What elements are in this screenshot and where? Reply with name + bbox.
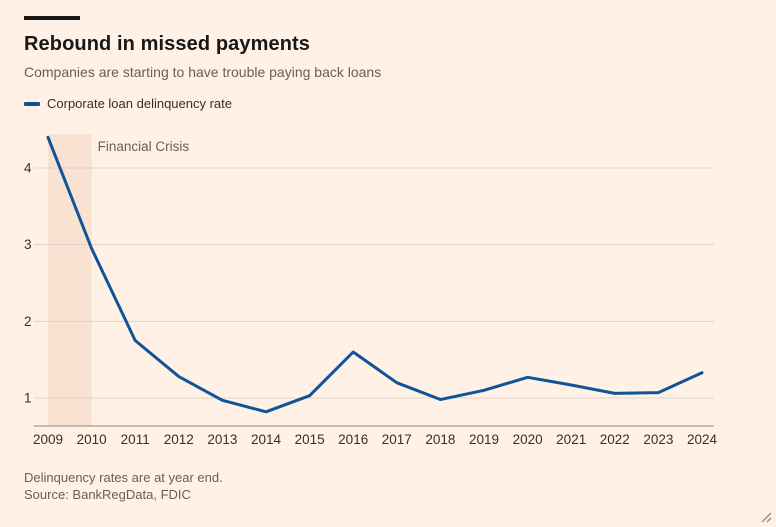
chart-area: Financial Crisis 1 2 3 4 2009 2010 2011 2012 2013…	[24, 128, 754, 454]
chart-svg: Financial Crisis 1 2 3 4 2009 2010 2011 2012 2013…	[24, 134, 718, 447]
legend-line-swatch	[24, 101, 40, 106]
x-tick-label: 2022	[600, 432, 630, 447]
x-tick-label: 2011	[121, 432, 150, 447]
x-tick-label: 2012	[164, 432, 194, 447]
x-tick-label: 2016	[338, 432, 368, 447]
x-tick-label: 2013	[207, 432, 237, 447]
legend-label: Corporate loan delinquency rate	[47, 96, 233, 111]
x-tick-label: 2009	[33, 432, 63, 447]
resize-handle-icon[interactable]	[758, 509, 772, 523]
x-tick-label: 2021	[556, 432, 586, 447]
crisis-band-label: Financial Crisis	[98, 139, 190, 154]
legend: Corporate loan delinquency rate	[24, 96, 232, 111]
x-tick-label: 2010	[77, 432, 107, 447]
x-tick-label: 2018	[425, 432, 455, 447]
y-tick-label: 4	[24, 161, 32, 176]
top-rule	[24, 16, 80, 20]
footnote: Delinquency rates are at year end.	[24, 470, 223, 485]
y-tick-label: 2	[24, 314, 32, 329]
delinquency-line	[46, 135, 704, 414]
chart-subtitle: Companies are starting to have trouble p…	[24, 64, 382, 80]
y-tick-label: 3	[24, 237, 32, 252]
source-line: Source: BankRegData, FDIC	[24, 486, 191, 502]
chart-footer: Delinquency rates are at year end. Sourc…	[24, 470, 223, 504]
x-tick-label: 2024	[687, 432, 718, 447]
y-tick-label: 1	[24, 391, 32, 406]
x-tick-label: 2017	[382, 432, 412, 447]
x-tick-label: 2019	[469, 432, 499, 447]
crisis-band	[48, 134, 92, 426]
x-tick-label: 2014	[251, 432, 282, 447]
x-tick-label: 2020	[513, 432, 543, 447]
x-tick-label: 2015	[295, 432, 325, 447]
x-tick-label: 2023	[643, 432, 673, 447]
chart-title: Rebound in missed payments	[24, 33, 310, 55]
